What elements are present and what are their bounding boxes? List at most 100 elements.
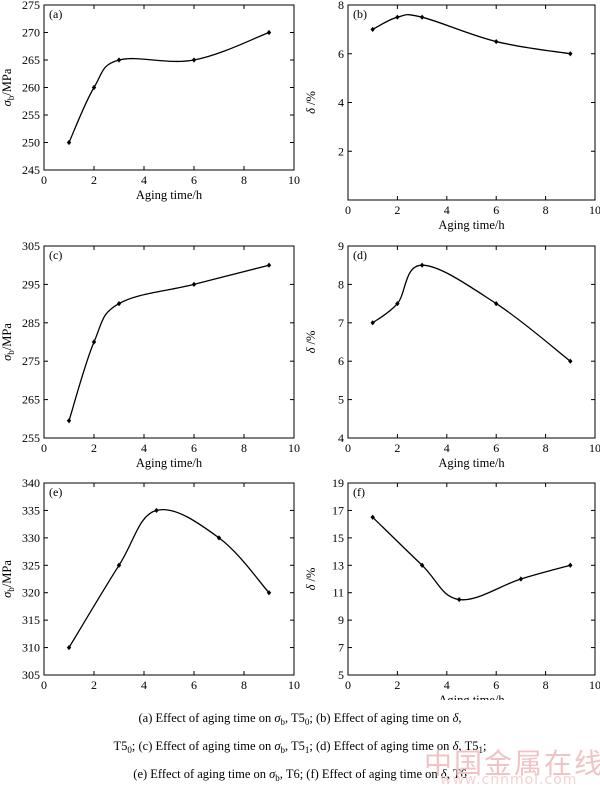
- data-point: [494, 301, 499, 307]
- y-tick-label: 255: [22, 108, 40, 122]
- x-tick-label: 10: [589, 441, 600, 455]
- series-line: [372, 516, 571, 601]
- y-axis-label: σb/MPa: [0, 560, 16, 598]
- x-tick-label: 10: [589, 203, 600, 217]
- caption-subscript: b: [275, 773, 280, 783]
- caption-symbol: δ: [452, 739, 459, 753]
- y-tick-label: 2: [338, 144, 344, 158]
- x-tick-label: 10: [589, 678, 600, 692]
- x-tick-label: 2: [91, 678, 97, 692]
- watermark-logo-text: 中国金属在线: [424, 747, 600, 780]
- y-tick-label: 5: [338, 668, 344, 682]
- y-tick-label: 7: [338, 316, 344, 330]
- y-tick-label: 265: [22, 53, 40, 67]
- x-tick-label: 2: [394, 203, 400, 217]
- data-point: [266, 590, 272, 596]
- y-tick-label: 305: [22, 239, 40, 253]
- caption-text: , T5: [285, 711, 305, 725]
- data-point: [216, 535, 222, 541]
- data-point: [266, 262, 272, 268]
- y-tick-label: 6: [338, 354, 344, 368]
- panel-label: (d): [353, 248, 367, 262]
- y-axis-label: δ /%: [304, 568, 318, 591]
- caption-text: ; (d) Effect of aging time on: [309, 739, 453, 753]
- x-axis-label: Aging time/h: [136, 456, 203, 470]
- x-tick-label: 6: [191, 678, 197, 692]
- y-tick-label: 275: [22, 0, 40, 12]
- panel-label: (f): [353, 485, 365, 499]
- data-point: [395, 301, 400, 307]
- caption-subscript: 0: [127, 745, 132, 755]
- data-point: [456, 596, 462, 603]
- data-point: [518, 576, 524, 582]
- y-tick-label: 6: [338, 47, 344, 61]
- x-tick-label: 4: [444, 203, 450, 217]
- y-axis-unit: /%: [304, 331, 318, 348]
- x-tick-label: 0: [345, 441, 351, 455]
- y-tick-label: 4: [338, 96, 344, 110]
- series-line: [372, 264, 571, 362]
- y-tick-label: 305: [22, 668, 40, 682]
- data-point: [116, 57, 122, 63]
- x-tick-label: 8: [543, 203, 549, 217]
- y-axis-symbol: σ: [0, 591, 14, 598]
- data-point: [568, 51, 573, 57]
- y-axis-unit: /%: [304, 568, 318, 585]
- data-point: [266, 29, 272, 36]
- x-tick-label: 4: [141, 678, 147, 692]
- x-tick-label: 6: [493, 678, 499, 692]
- y-tick-label: 7: [338, 641, 344, 655]
- x-axis-label: Aging time/h: [438, 456, 505, 470]
- y-tick-label: 255: [22, 431, 40, 445]
- data-point: [395, 14, 400, 20]
- y-tick-label: 13: [332, 558, 344, 572]
- x-tick-label: 4: [444, 678, 450, 692]
- y-axis-unit: /%: [304, 91, 318, 108]
- panel-label: (a): [49, 7, 62, 21]
- data-point: [116, 562, 122, 568]
- y-axis-subscript: b: [6, 95, 16, 100]
- plot-frame: [43, 4, 295, 171]
- x-tick-label: 8: [241, 173, 247, 187]
- x-tick-label: 6: [493, 203, 499, 217]
- x-tick-label: 2: [91, 173, 97, 187]
- y-tick-label: 15: [332, 531, 344, 545]
- x-tick-label: 10: [288, 441, 300, 455]
- data-point: [154, 507, 159, 514]
- y-tick-label: 320: [22, 586, 40, 600]
- y-tick-label: 340: [22, 476, 40, 490]
- caption-line-3: (e) Effect of aging time on σb, T6; (f) …: [0, 768, 600, 783]
- x-tick-label: 10: [288, 678, 300, 692]
- y-axis-subscript: b: [6, 587, 16, 592]
- x-axis-label: Aging time/h: [438, 218, 505, 232]
- x-tick-label: 10: [288, 173, 300, 187]
- data-point: [66, 644, 72, 651]
- y-tick-label: 4: [338, 431, 344, 445]
- x-axis-label: Aging time/h: [136, 188, 203, 202]
- data-point: [91, 339, 97, 345]
- x-tick-label: 0: [345, 203, 351, 217]
- caption-line-1: (a) Effect of aging time on σb, T50; (b)…: [0, 711, 600, 727]
- caption-line-2: T50; (c) Effect of aging time on σb, T51…: [0, 739, 600, 755]
- series-line: [372, 14, 571, 55]
- y-tick-label: 275: [22, 354, 40, 368]
- y-axis-label: σb/MPa: [0, 68, 16, 106]
- caption-symbol: σ: [274, 739, 281, 753]
- y-axis-unit: /MPa: [0, 323, 14, 351]
- data-point: [91, 84, 97, 91]
- y-tick-label: 9: [338, 239, 344, 253]
- series-line: [68, 31, 270, 143]
- data-point: [419, 262, 425, 268]
- y-axis-label: δ /%: [304, 331, 318, 354]
- x-tick-label: 2: [91, 441, 97, 455]
- data-point: [568, 358, 573, 364]
- y-tick-label: 310: [22, 641, 40, 655]
- plot-frame: [43, 245, 295, 439]
- caption-text: ,: [458, 711, 462, 725]
- y-tick-label: 245: [22, 163, 40, 177]
- x-tick-label: 4: [141, 441, 147, 455]
- x-tick-label: 6: [493, 441, 499, 455]
- panel-label: (c): [49, 248, 62, 262]
- x-tick-label: 8: [543, 441, 549, 455]
- data-point: [370, 26, 375, 32]
